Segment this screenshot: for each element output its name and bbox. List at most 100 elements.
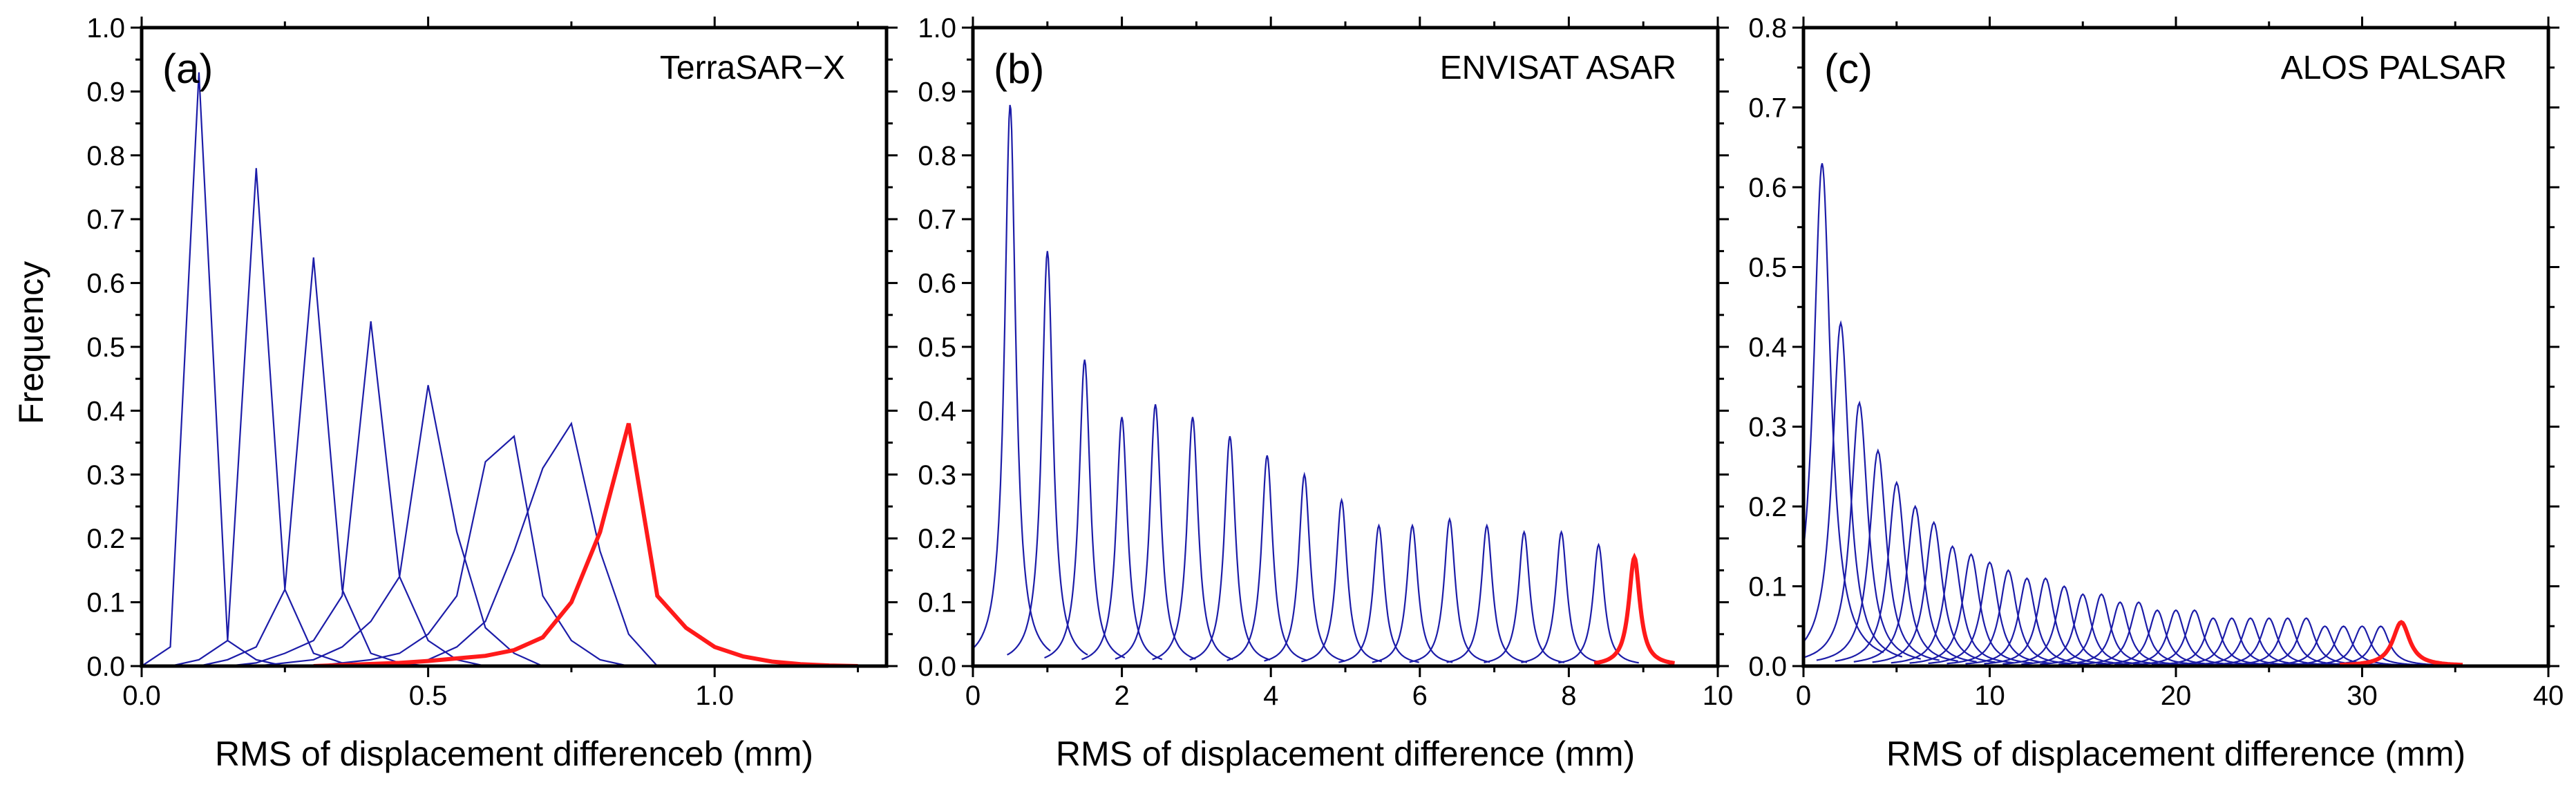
blue-peak-15 bbox=[1521, 529, 1602, 663]
x-axis-title: RMS of displacement difference (mm) bbox=[1056, 734, 1635, 773]
sensor-label: ALOS PALSAR bbox=[2281, 50, 2507, 86]
y-tick-label: 1.0 bbox=[86, 13, 125, 44]
blue-peak-20 bbox=[2132, 609, 2256, 665]
red-peak-0 bbox=[2340, 620, 2463, 666]
blue-peak-4 bbox=[1115, 404, 1196, 660]
y-tick-label: 0.8 bbox=[1748, 13, 1787, 44]
blue-peak-13 bbox=[1446, 523, 1528, 663]
x-tick-label: 20 bbox=[2161, 681, 2192, 711]
series-line-0.1 bbox=[142, 72, 314, 666]
y-tick-label: 0.2 bbox=[1748, 492, 1787, 522]
sensor-label: ENVISAT ASAR bbox=[1440, 50, 1676, 86]
y-tick-label: 0.7 bbox=[1748, 93, 1787, 124]
blue-peak-29 bbox=[2300, 625, 2424, 666]
series-group bbox=[1803, 163, 2463, 666]
y-axis-title: Frequency bbox=[12, 261, 50, 424]
blue-peak-25 bbox=[2226, 617, 2349, 666]
panel-label: (a) bbox=[162, 46, 213, 92]
blue-peak-2 bbox=[1044, 359, 1126, 659]
plot-frame bbox=[140, 26, 889, 668]
blue-peak-2 bbox=[1803, 400, 1922, 660]
blue-peak-3 bbox=[1081, 417, 1163, 661]
y-tick-label: 0.7 bbox=[918, 205, 956, 235]
y-tick-label: 0.1 bbox=[1748, 572, 1787, 603]
y-tick-label: 0.5 bbox=[918, 332, 956, 363]
y-tick-label: 0.5 bbox=[86, 332, 125, 363]
blue-peak-8 bbox=[1909, 553, 2033, 664]
series-line-0.85 bbox=[313, 423, 858, 666]
y-tick-label: 0.3 bbox=[918, 460, 956, 491]
y-tick-label: 0.8 bbox=[918, 141, 956, 171]
blue-peak-21 bbox=[2151, 617, 2275, 666]
y-tick-label: 0.6 bbox=[918, 269, 956, 299]
blue-peak-16 bbox=[1558, 542, 1639, 664]
series-line-0.7 bbox=[370, 421, 659, 666]
x-tick-label: 6 bbox=[1412, 681, 1428, 711]
x-tick-label: 30 bbox=[2347, 681, 2378, 711]
y-tick-label: 1.0 bbox=[918, 13, 956, 44]
blue-peak-12 bbox=[1409, 517, 1490, 663]
y-tick-label: 0.9 bbox=[86, 77, 125, 107]
x-axis-title: RMS of displacement differenceb (mm) bbox=[215, 734, 813, 773]
x-axis-title: RMS of displacement difference (mm) bbox=[1886, 734, 2465, 773]
blue-peak-24 bbox=[2207, 617, 2331, 666]
series-line-0.4 bbox=[227, 321, 486, 666]
x-tick-label: 40 bbox=[2533, 681, 2564, 711]
y-tick-label: 0.1 bbox=[918, 588, 956, 618]
blue-peak-11 bbox=[1965, 577, 2089, 665]
x-tick-label: 0.5 bbox=[409, 681, 448, 711]
y-tick-label: 0.0 bbox=[1748, 652, 1787, 682]
x-tick-label: 1.0 bbox=[695, 681, 734, 711]
y-tick-label: 0.6 bbox=[1748, 173, 1787, 203]
blue-peak-4 bbox=[1835, 480, 1958, 662]
series-group bbox=[142, 72, 858, 666]
blue-peak-28 bbox=[2282, 625, 2405, 666]
y-tick-label: 0.6 bbox=[86, 269, 125, 299]
plot-frame bbox=[1801, 26, 2550, 668]
y-tick-label: 0.1 bbox=[86, 588, 125, 618]
x-tick-label: 0.0 bbox=[122, 681, 161, 711]
y-tick-label: 0.4 bbox=[1748, 332, 1787, 363]
y-tick-label: 0.7 bbox=[86, 205, 125, 235]
x-tick-label: 4 bbox=[1263, 681, 1278, 711]
blue-peak-14 bbox=[1484, 529, 1565, 663]
series-line-0.3 bbox=[198, 257, 428, 666]
blue-peak-0 bbox=[1803, 163, 1884, 654]
red-peak-0 bbox=[1593, 552, 1675, 665]
blue-peak-7 bbox=[1227, 455, 1308, 661]
blue-peak-10 bbox=[1338, 523, 1419, 663]
blue-peak-22 bbox=[2170, 617, 2293, 666]
y-tick-label: 0.4 bbox=[918, 396, 956, 426]
panel-a: 0.0 0.1 0.2 0.3 0.4 0.5 0.6 0.7 0.8 0.9 1.0 0.0 0.5 1… bbox=[86, 13, 898, 773]
sensor-label: TerraSAR−X bbox=[660, 50, 845, 86]
y-tick-label: 0.0 bbox=[86, 652, 125, 682]
blue-peak-8 bbox=[1264, 471, 1345, 662]
x-tick-label: 0 bbox=[965, 681, 981, 711]
y-tick-label: 0.3 bbox=[1748, 413, 1787, 443]
panel-label: (b) bbox=[994, 46, 1044, 92]
blue-peak-11 bbox=[1372, 523, 1453, 663]
y-tick-label: 0.9 bbox=[918, 77, 956, 107]
y-tick-label: 0.3 bbox=[86, 460, 125, 491]
series-line-0.5 bbox=[256, 385, 543, 666]
x-tick-label: 10 bbox=[1974, 681, 2005, 711]
panel-b: 0.0 0.1 0.2 0.3 0.4 0.5 0.6 0.7 0.8 0.9 1.0 0 2 4 6 8 10… bbox=[918, 13, 1733, 773]
y-tick-label: 0.2 bbox=[918, 524, 956, 554]
series-group bbox=[973, 104, 1675, 665]
panel-label: (c) bbox=[1824, 46, 1873, 92]
series-line-0.2 bbox=[170, 168, 371, 666]
y-tick-label: 0.0 bbox=[918, 652, 956, 682]
y-tick-label: 0.2 bbox=[86, 524, 125, 554]
blue-peak-1 bbox=[1007, 251, 1088, 656]
blue-peak-6 bbox=[1189, 436, 1271, 661]
blue-peak-0 bbox=[973, 104, 1051, 652]
blue-peak-16 bbox=[2058, 601, 2182, 665]
series-line-0.6 bbox=[313, 435, 629, 666]
x-tick-label: 10 bbox=[1703, 681, 1734, 711]
blue-peak-9 bbox=[1301, 497, 1383, 663]
blue-peak-23 bbox=[2188, 617, 2312, 666]
blue-peak-5 bbox=[1152, 417, 1233, 661]
x-tick-label: 2 bbox=[1114, 681, 1129, 711]
blue-peak-26 bbox=[2244, 617, 2368, 666]
